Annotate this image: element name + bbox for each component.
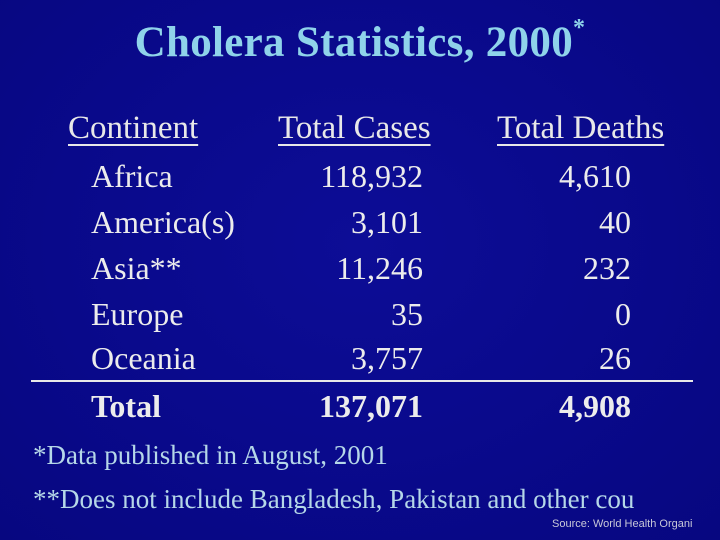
continent-cell: America(s) [91, 204, 235, 240]
total-cases-cell: 137,071 [319, 388, 423, 424]
title-footnote-marker: * [573, 14, 586, 41]
cases-cell: 35 [391, 296, 423, 332]
total-divider [31, 380, 693, 382]
continent-cell: Europe [91, 296, 184, 332]
total-label: Total [91, 388, 161, 424]
cases-cell: 118,932 [320, 158, 423, 194]
table-row: Africa 118,932 4,610 [0, 158, 720, 204]
footnote-exclusions: **Does not include Bangladesh, Pakistan … [33, 484, 635, 514]
title-text: Cholera Statistics, 2000 [134, 19, 574, 66]
table-row: Europe 35 0 [0, 296, 720, 342]
deaths-cell: 0 [615, 296, 631, 332]
table-row: Oceania 3,757 26 [0, 340, 720, 386]
slide-title: Cholera Statistics, 2000* [0, 14, 720, 67]
table-row: Asia** 11,246 232 [0, 250, 720, 296]
continent-cell: Asia** [91, 250, 182, 286]
header-continent: Continent [68, 110, 199, 146]
total-row: Total 137,071 4,908 [0, 388, 720, 434]
deaths-cell: 26 [599, 340, 631, 376]
deaths-cell: 4,610 [559, 158, 631, 194]
deaths-cell: 40 [599, 204, 631, 240]
cases-cell: 3,757 [351, 340, 423, 376]
table-row: America(s) 3,101 40 [0, 204, 720, 250]
footnote-data-published: *Data published in August, 2001 [33, 440, 388, 470]
cases-cell: 3,101 [351, 204, 423, 240]
deaths-cell: 232 [583, 250, 631, 286]
total-deaths-cell: 4,908 [559, 388, 631, 424]
cases-cell: 11,246 [336, 250, 423, 286]
continent-cell: Africa [91, 158, 173, 194]
continent-cell: Oceania [91, 340, 196, 376]
header-total-deaths: Total Deaths [497, 110, 665, 146]
header-total-cases: Total Cases [278, 110, 431, 146]
source-credit: Source: World Health Organi [552, 518, 693, 530]
